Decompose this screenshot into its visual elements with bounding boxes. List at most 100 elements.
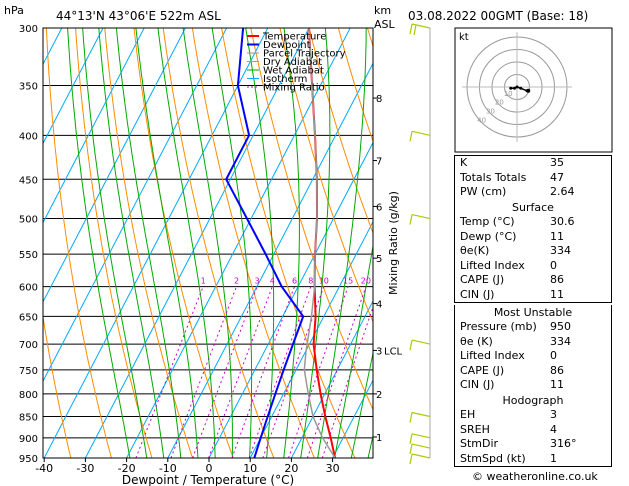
hodograph-table: Hodograph EH 3 SREH 4 StmDir 316° StmSpd (kt) 1 <box>454 393 612 467</box>
most-unstable-row: Lifted Index 0 <box>455 349 611 364</box>
mixing-ratio-line <box>288 286 349 458</box>
most-unstable-value: 86 <box>550 363 564 377</box>
most-unstable-value: 334 <box>550 334 571 348</box>
pressure-tick-label: 700 <box>19 340 38 351</box>
hodograph-point <box>515 85 519 89</box>
pressure-tick-label: 550 <box>19 250 38 261</box>
km-tick-label: 8 <box>376 94 382 105</box>
surface-title: Surface <box>512 201 554 214</box>
hodograph-param-value: 1 <box>550 451 557 465</box>
legend-entry: Isotherm <box>263 74 307 85</box>
surface-label: θe(K) <box>460 244 490 257</box>
mixing-ratio-label: 6 <box>292 277 297 286</box>
index-row: PW (cm) 2.64 <box>455 185 611 200</box>
hodograph-table-title: Hodograph <box>502 394 564 407</box>
wind-barb-flag <box>409 23 413 35</box>
most-unstable-value: 950 <box>550 320 571 333</box>
mixing-ratio-label: 3 <box>255 277 260 286</box>
index-row: K 35 <box>455 156 611 171</box>
pressure-tick-label: 750 <box>19 366 38 377</box>
wind-barb <box>411 453 431 459</box>
hodograph-param-label: StmSpd (kt) <box>460 451 526 465</box>
wind-barb-flag <box>409 433 413 444</box>
surface-label: Temp (°C) <box>460 215 515 228</box>
hpa-axis-title: hPa <box>4 4 24 17</box>
wind-barb <box>411 411 431 418</box>
km-tick-label: 3 <box>376 346 382 357</box>
hodograph-param-label: StmDir <box>460 437 499 450</box>
most-unstable-row: Pressure (mb) 950 <box>455 320 611 335</box>
mixing-ratio-axis-label: Mixing Ratio (g/kg) <box>387 191 400 295</box>
wet-adiabat-line <box>98 28 165 458</box>
index-value: 35 <box>550 156 564 169</box>
pressure-tick-label: 400 <box>19 131 38 142</box>
wind-barb-flag <box>409 453 413 465</box>
wind-barb <box>411 23 431 29</box>
surface-value: 30.6 <box>550 215 575 228</box>
pressure-tick-label: 600 <box>19 283 38 294</box>
footer-credit: © weatheronline.co.uk <box>472 470 598 483</box>
most-unstable-value: 11 <box>550 378 564 391</box>
temp-tick-label: 20 <box>284 462 298 475</box>
wet-adiabat-line <box>157 28 216 458</box>
wet-adiabat-line <box>350 350 373 458</box>
temp-tick-label: -40 <box>35 462 53 475</box>
wet-adiabat-line <box>82 28 148 458</box>
temp-tick-label: -30 <box>76 462 94 475</box>
mixing-ratio-line <box>306 286 367 458</box>
isotherm-line <box>290 299 373 458</box>
wind-barb-flag <box>413 24 417 36</box>
surface-label: Dewp (°C) <box>460 229 517 243</box>
dry-adiabat-line <box>45 28 112 458</box>
wet-adiabat-line <box>115 28 182 458</box>
pressure-tick-label: 500 <box>19 215 38 226</box>
km-tick-label: 6 <box>376 202 382 213</box>
mixing-ratio-label: 2 <box>234 277 239 286</box>
legend-entry: Parcel Trajectory <box>263 49 346 60</box>
mixing-ratio-line <box>192 286 258 458</box>
wet-adiabat-line <box>245 28 275 458</box>
most-unstable-title: Most Unstable <box>493 306 573 319</box>
isotherm-line <box>43 28 186 303</box>
hodograph-ring-label: 40 <box>477 116 486 124</box>
location-title: 44°13'N 43°06'E 522m ASL <box>56 9 221 23</box>
dry-adiabat-line <box>250 28 373 411</box>
isotherm-line <box>332 379 373 458</box>
hodograph-param-row: SREH 4 <box>455 423 611 438</box>
wet-adiabat-line <box>300 28 331 458</box>
index-value: 47 <box>550 170 564 184</box>
wind-barb <box>411 213 431 220</box>
pressure-tick-label: 800 <box>19 390 38 401</box>
most-unstable-value: 0 <box>550 349 557 362</box>
index-label: K <box>460 156 468 169</box>
indices-table: K 35 Totals Totals 47 PW (cm) 2.64 <box>454 155 612 201</box>
isotherm-line <box>0 28 21 458</box>
hodograph-point <box>513 86 516 90</box>
dry-adiabat-line <box>133 28 234 458</box>
legend-entry: Dewpoint <box>263 40 311 51</box>
isotherm-line <box>43 28 269 458</box>
wet-adiabat-line <box>283 28 300 458</box>
hodograph-param-value: 316° <box>550 437 577 450</box>
index-label: PW (cm) <box>460 185 507 198</box>
pressure-tick-label: 300 <box>19 24 38 35</box>
most-unstable-table: Most Unstable Pressure (mb) 950 θe (K) 334 L… <box>454 305 612 394</box>
mixing-ratio-label: 15 <box>343 277 353 286</box>
mixing-ratio-label: 10 <box>319 277 329 286</box>
km-tick-label: 5 <box>376 254 382 265</box>
wind-barb <box>411 433 431 439</box>
pressure-tick-label: 900 <box>19 434 38 445</box>
wind-barb-flag <box>409 339 413 351</box>
plot-traces <box>225 28 337 458</box>
wind-barb-flag <box>409 131 413 142</box>
datetime-title: 03.08.2022 00GMT (Base: 18) <box>408 9 588 23</box>
surface-value: 0 <box>550 258 557 272</box>
pressure-tick-label: 350 <box>19 82 38 93</box>
index-value: 2.64 <box>550 185 575 198</box>
temp-tick-label: 10 <box>243 462 257 475</box>
most-unstable-row: CAPE (J) 86 <box>455 364 611 379</box>
isotherm-line <box>249 220 373 458</box>
temp-tick-label: 0 <box>206 462 213 475</box>
